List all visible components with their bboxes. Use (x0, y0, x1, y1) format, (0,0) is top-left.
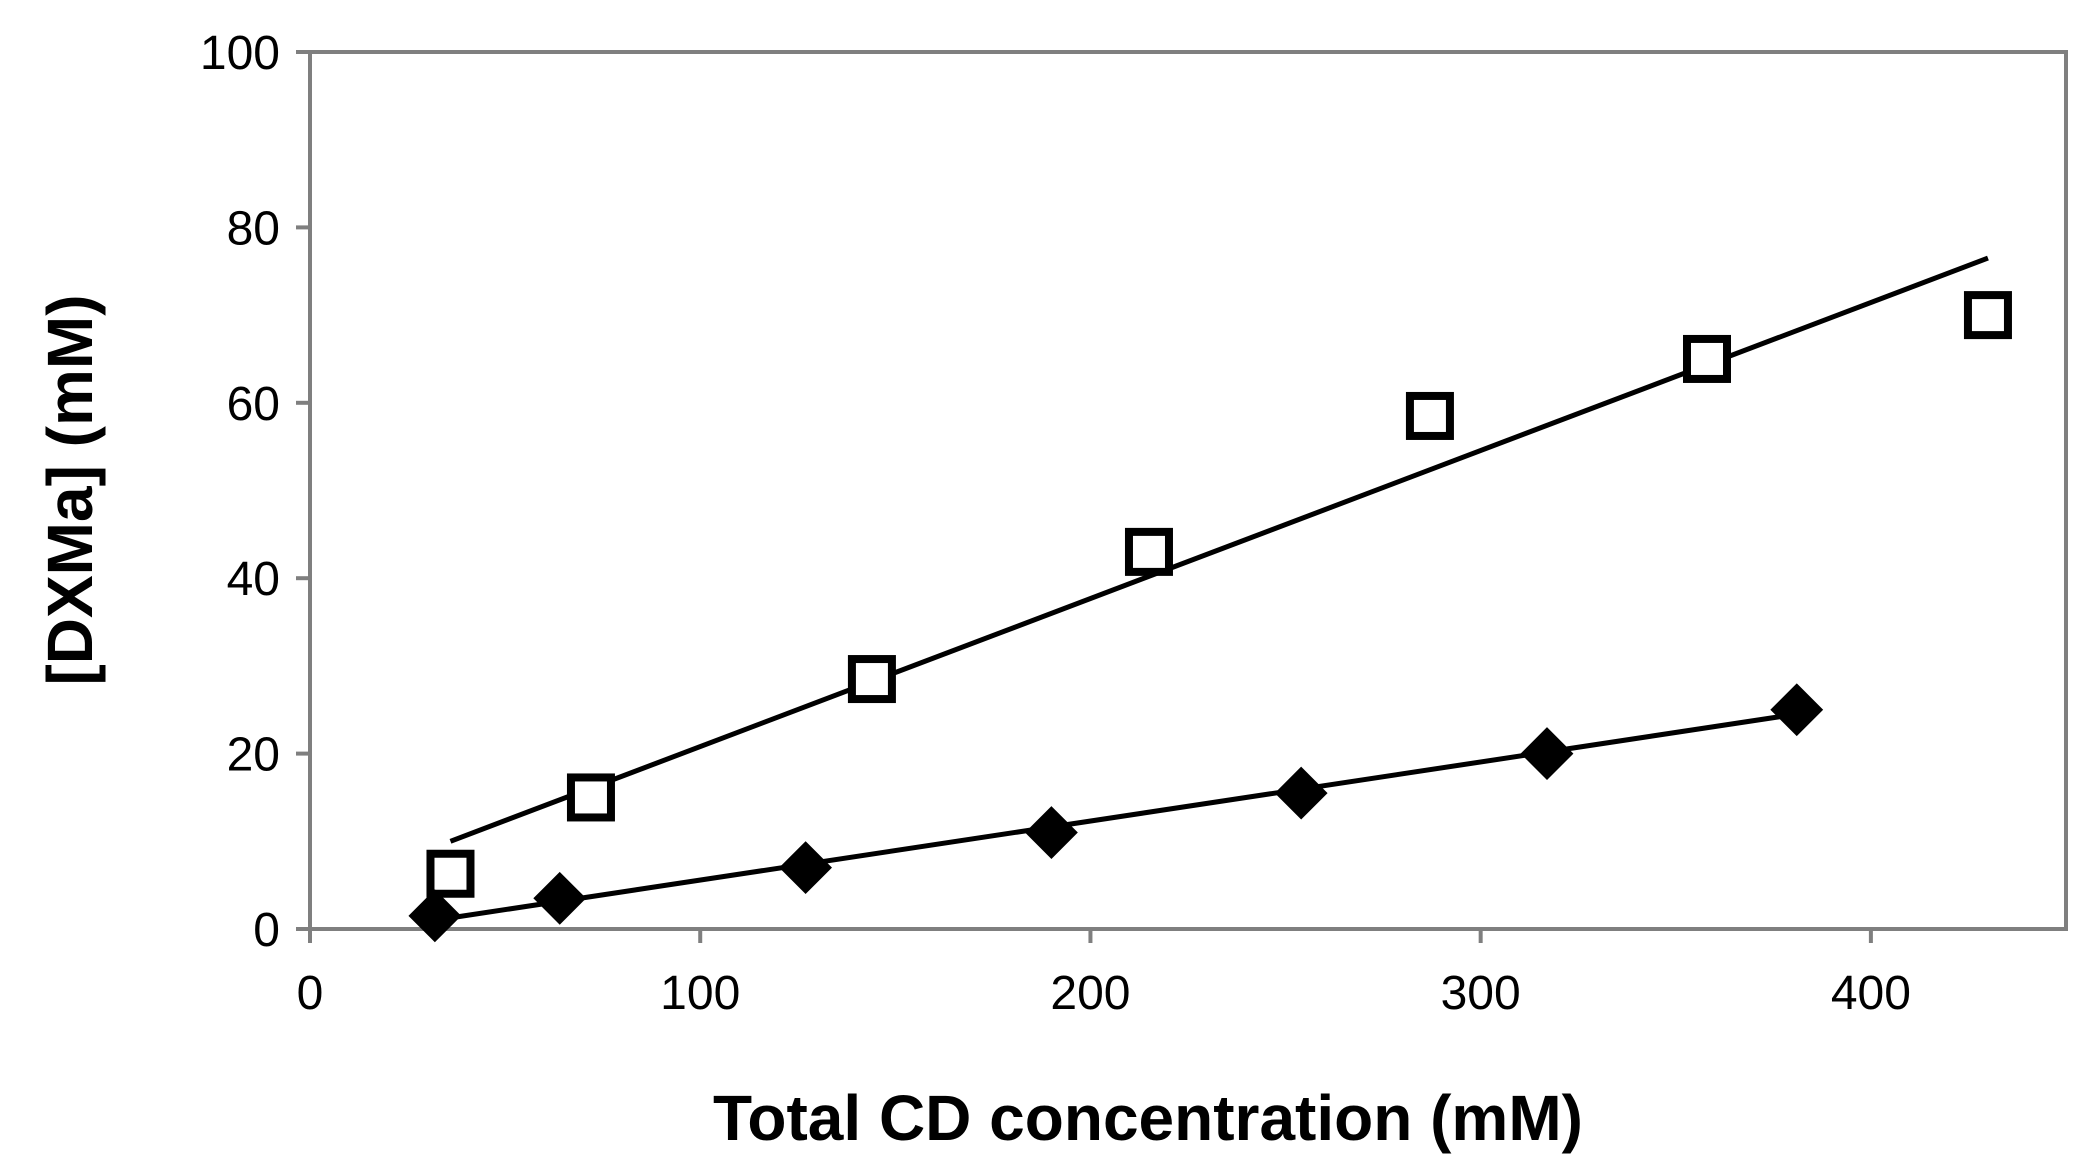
data-point-diamond (1025, 806, 1078, 859)
x-tick-label: 300 (1441, 967, 1521, 1020)
y-tick-label: 20 (227, 729, 280, 782)
plot-area-border (308, 50, 2068, 931)
y-tick-label: 80 (227, 202, 280, 255)
data-point-diamond (408, 889, 462, 943)
data-point-square (1405, 391, 1454, 440)
x-tick-label: 100 (660, 967, 740, 1020)
data-point-square (426, 849, 475, 898)
y-axis-ticks: 0 20 40 60 80 100 (200, 27, 310, 957)
y-tick-label: 40 (227, 553, 280, 606)
data-point-diamond (1770, 683, 1824, 737)
data-point-square (566, 773, 615, 822)
data-markers (408, 291, 2012, 943)
x-tick-label: 0 (297, 967, 324, 1020)
trendline-open-squares (449, 255, 1989, 844)
y-tick-label: 0 (253, 904, 280, 957)
x-tick-label: 200 (1050, 967, 1130, 1020)
data-point-diamond (1274, 766, 1328, 820)
data-point-square (1963, 291, 2012, 340)
x-axis-title: Total CD concentration (mM) (713, 1082, 1583, 1154)
x-tick-label: 400 (1831, 967, 1911, 1020)
data-point-square (847, 655, 896, 704)
data-point-diamond (533, 871, 587, 925)
data-point-diamond (779, 841, 832, 895)
data-point-square (1124, 527, 1173, 576)
data-point-square (1682, 334, 1731, 383)
data-point-diamond (1520, 727, 1574, 781)
y-tick-label: 60 (227, 378, 280, 431)
y-tick-label: 100 (200, 27, 280, 80)
y-axis-title: [DXMa] (mM) (34, 294, 106, 685)
trendline-filled-diamonds (434, 711, 1798, 923)
trendlines (434, 255, 1989, 923)
x-axis-ticks: 0 100 200 300 400 (297, 929, 1911, 1020)
